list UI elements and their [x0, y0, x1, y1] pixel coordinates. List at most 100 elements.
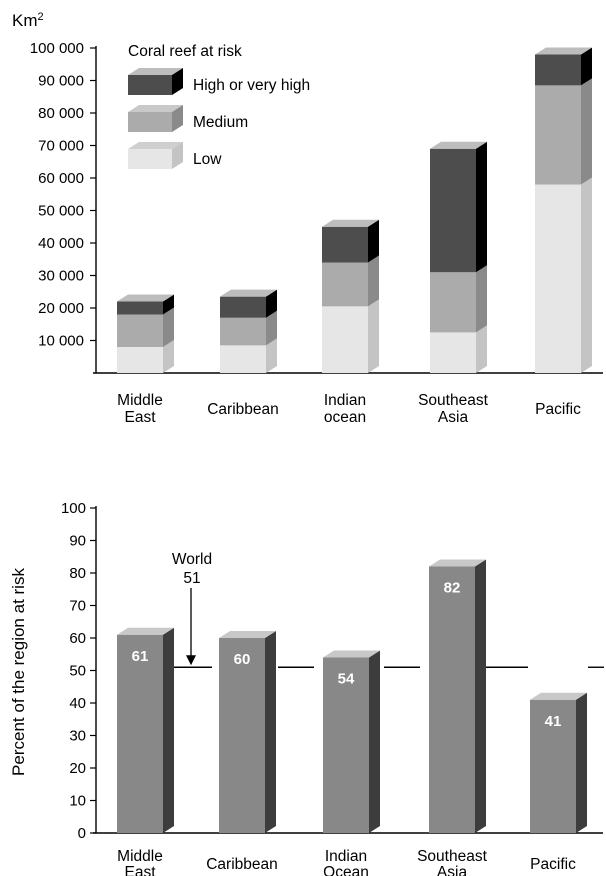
- legend-label: High or very high: [193, 77, 310, 94]
- top-unit-label: Km2: [12, 11, 44, 30]
- bar-side: [369, 650, 380, 833]
- bar-side: [581, 177, 592, 373]
- bar-top: [530, 692, 587, 700]
- bottom-y-tick-label: 100: [61, 500, 86, 517]
- bar-top: [323, 650, 380, 658]
- world-value: 51: [183, 570, 200, 587]
- bar-top: [430, 141, 487, 149]
- bottom-category-label: Middle: [117, 848, 163, 865]
- legend-swatch-side: [172, 142, 183, 169]
- bottom-category-label: Indian: [325, 848, 367, 865]
- top-y-tick-label: 80 000: [38, 105, 84, 122]
- bar-value-label: 41: [545, 713, 562, 730]
- bar-segment: [117, 347, 163, 373]
- top-y-tick-label: 30 000: [38, 268, 84, 285]
- legend-label: Medium: [193, 114, 248, 131]
- top-y-tick-label: 100 000: [30, 40, 84, 57]
- top-bars: [117, 47, 592, 373]
- world-label: World: [172, 551, 212, 568]
- bar-side: [581, 78, 592, 185]
- top-y-tick-label: 10 000: [38, 333, 84, 350]
- bar-top: [429, 559, 486, 567]
- bar-value-label: 61: [132, 648, 149, 665]
- bottom-category-label: Ocean: [323, 864, 369, 876]
- bottom-y-axis-label: Percent of the region at risk: [9, 568, 28, 776]
- bar-side: [266, 310, 277, 346]
- bottom-category-label: Asia: [437, 864, 468, 876]
- bar: [323, 657, 369, 833]
- top-category-label: Middle: [117, 392, 163, 409]
- bottom-y-tick-label: 60: [69, 630, 86, 647]
- bar-side: [368, 255, 379, 307]
- bottom-y-tick-label: 90: [69, 533, 86, 550]
- bar-segment: [117, 314, 163, 347]
- bar-side: [476, 141, 487, 273]
- top-category-label: ocean: [324, 409, 366, 426]
- bottom-y-tick-label: 80: [69, 565, 86, 582]
- bar-side: [163, 307, 174, 347]
- bottom-category-label: Pacific: [530, 856, 576, 873]
- top-y-tick-label: 90 000: [38, 73, 84, 90]
- legend-swatch-side: [172, 68, 183, 95]
- bar-segment: [535, 184, 581, 373]
- bar: [117, 634, 163, 833]
- top-y-tick-label: 50 000: [38, 203, 84, 220]
- bar-side: [163, 340, 174, 373]
- bar-top: [117, 627, 174, 635]
- bar-side: [163, 627, 174, 833]
- top-y-tick-label: 40 000: [38, 235, 84, 252]
- bar-side: [576, 692, 587, 833]
- legend-swatch: [128, 75, 172, 95]
- legend-swatch-side: [172, 105, 183, 132]
- bottom-y-tick-label: 20: [69, 760, 86, 777]
- bar-top: [220, 289, 277, 297]
- bar-top: [535, 47, 592, 55]
- bar-segment: [322, 226, 368, 263]
- top-category-label: Pacific: [535, 401, 581, 418]
- bottom-bars: 61 60 54 82 41: [117, 559, 587, 833]
- world-arrow-head: [186, 655, 196, 666]
- bar-value-label: 54: [338, 671, 355, 688]
- top-axes: 100 000 90 000 80 000 70 000 60 000 50 000 40 …: [30, 40, 603, 374]
- bottom-y-tick-label: 50: [69, 663, 86, 680]
- bottom-y-tick-label: 0: [78, 825, 86, 842]
- bar-side: [581, 47, 592, 86]
- legend-swatch-top: [128, 68, 183, 75]
- bar-segment: [322, 306, 368, 373]
- bar-side: [266, 289, 277, 318]
- bar-side: [368, 219, 379, 263]
- bar-side: [476, 265, 487, 333]
- bar-segment: [322, 262, 368, 307]
- world-reference: World 51: [172, 551, 604, 668]
- bottom-category-label: Caribbean: [206, 856, 278, 873]
- top-category-label: Southeast: [418, 392, 488, 409]
- bar-side: [265, 631, 276, 833]
- bar-segment: [535, 54, 581, 86]
- legend-swatch-top: [128, 142, 183, 149]
- bar-segment: [220, 317, 266, 346]
- bar-segment: [430, 272, 476, 333]
- top-category-label: Asia: [438, 409, 469, 426]
- bar-value-label: 60: [234, 651, 251, 668]
- bar-segment: [535, 85, 581, 185]
- top-category-label: Indian: [324, 392, 366, 409]
- bar-side: [476, 325, 487, 373]
- bar: [429, 566, 475, 833]
- bottom-y-tick-label: 40: [69, 695, 86, 712]
- legend-swatch-top: [128, 105, 183, 112]
- bar-top: [219, 631, 276, 638]
- top-y-tick-label: 70 000: [38, 138, 84, 155]
- top-category-label: Caribbean: [207, 401, 279, 418]
- bar-segment: [430, 332, 476, 373]
- bar-side: [475, 559, 486, 833]
- bottom-category-label: East: [124, 864, 156, 876]
- top-legend: High or very high Medium Low: [128, 68, 310, 169]
- bar-side: [368, 299, 379, 373]
- bar: [530, 699, 576, 833]
- bar-side: [266, 338, 277, 373]
- bottom-y-tick-label: 30: [69, 728, 86, 745]
- top-y-tick-label: 20 000: [38, 300, 84, 317]
